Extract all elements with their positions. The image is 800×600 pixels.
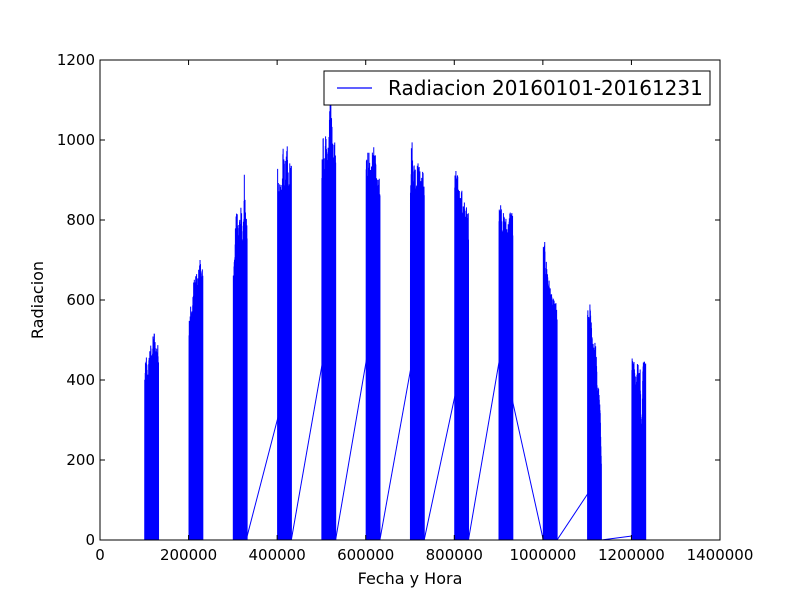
y-tick-label: 0 [85, 531, 95, 549]
series-block-9 [498, 205, 514, 540]
series-block-5 [321, 76, 337, 540]
y-axis-title: Radiacion [28, 261, 47, 339]
series-connector-13 [423, 377, 460, 540]
legend: Radiacion 20160101-20161231 [323, 70, 711, 106]
series-connector-5 [245, 411, 280, 540]
series-connector-7 [290, 347, 326, 540]
x-tick-label: 200000 [160, 546, 217, 564]
x-tick-label: 0 [95, 546, 105, 564]
y-tick-label: 400 [66, 371, 95, 389]
y-tick-label: 600 [66, 291, 95, 309]
x-tick-label: 600000 [337, 546, 394, 564]
series-connector-16 [502, 357, 544, 540]
x-tick-label: 400000 [249, 546, 306, 564]
x-axis: 0 200000 400000 600000 800000 1000000 1200000 1… [95, 60, 753, 564]
series-block-8 [454, 171, 470, 540]
series-connector-15 [467, 343, 503, 540]
legend-box [323, 70, 711, 106]
series-block-6 [365, 147, 381, 540]
series-connector-19 [601, 535, 632, 540]
series-connector-2 [189, 535, 200, 540]
y-tick-label: 800 [66, 211, 95, 229]
series-block-10 [542, 242, 558, 540]
x-tick-label: 1000000 [509, 546, 576, 564]
series-block-1 [144, 333, 160, 540]
x-tick-label: 800000 [426, 546, 483, 564]
y-tick-label: 1000 [57, 131, 95, 149]
series-block-12 [631, 358, 647, 540]
series-connector-11 [379, 347, 415, 540]
y-axis: 0 200 400 600 800 1000 1200 [57, 51, 720, 549]
x-axis-title: Fecha y Hora [358, 569, 463, 588]
series-block-7 [409, 142, 425, 540]
y-tick-label: 1200 [57, 51, 95, 69]
series-block-11 [587, 304, 602, 540]
legend-label: Radiacion 20160101-20161231 [388, 76, 703, 100]
series-block-2 [188, 259, 204, 540]
series-block-3 [232, 174, 248, 540]
series-connector-17 [556, 487, 592, 540]
series-block-4 [277, 146, 292, 540]
y-tick-label: 200 [66, 451, 95, 469]
series-connector-4 [234, 487, 247, 540]
x-tick-label: 1400000 [687, 546, 754, 564]
x-tick-label: 1200000 [598, 546, 665, 564]
plot-content [144, 76, 647, 540]
series-connector-9 [335, 337, 371, 540]
